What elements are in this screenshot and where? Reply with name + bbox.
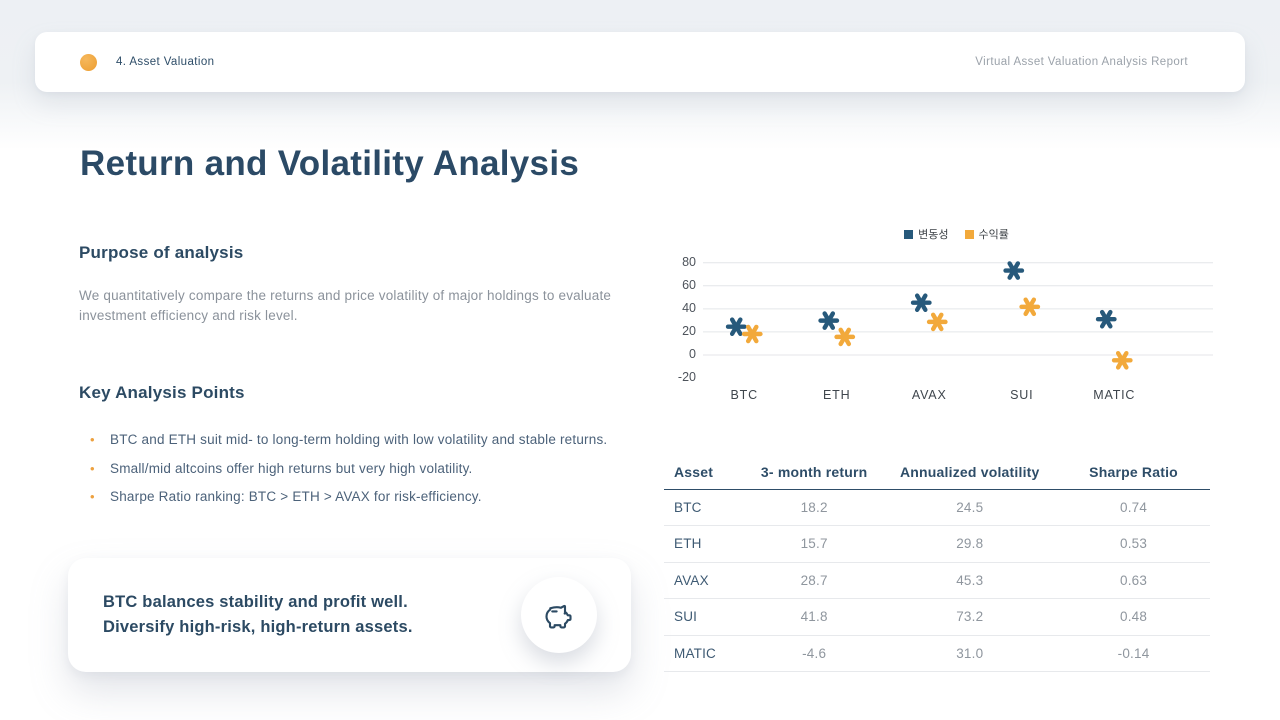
value-cell: 0.63: [1057, 562, 1210, 599]
key-point-item: • Small/mid altcoins offer high returns b…: [79, 455, 609, 484]
asterisk-marker: [818, 311, 840, 330]
table-row: ETH 15.7 29.8 0.53: [664, 525, 1210, 563]
bullet-dot-icon: •: [90, 432, 95, 447]
table-row: MATIC -4.6 31.0 -0.14: [664, 635, 1210, 672]
asterisk-marker: [926, 312, 948, 332]
legend-item: 수익률: [964, 226, 1009, 242]
asset-name-cell: AVAX: [664, 562, 746, 599]
value-cell: 0.48: [1057, 598, 1210, 636]
purpose-body: We quantitatively compare the returns an…: [79, 288, 612, 323]
table-row: AVAX 28.7 45.3 0.63: [664, 562, 1210, 599]
x-axis-category: ETH: [823, 388, 851, 402]
key-point-text: BTC and ETH suit mid- to long-term holdi…: [110, 432, 608, 447]
report-title: Virtual Asset Valuation Analysis Report: [975, 56, 1188, 68]
asterisk-marker: [741, 324, 763, 344]
table-header: Asset 3- month return Annualized volatilit…: [664, 455, 1210, 490]
y-axis-tick: 40: [682, 300, 696, 315]
y-axis-tick: -20: [677, 370, 696, 385]
value-cell: 45.3: [882, 562, 1058, 599]
chart-legend: 변동성 수익률: [703, 226, 1210, 242]
y-axis-tick: 80: [682, 254, 696, 269]
key-point-text: Small/mid altcoins offer high returns bu…: [110, 460, 473, 476]
value-cell: 0.74: [1057, 489, 1210, 526]
table-col-header: 3- month return: [745, 455, 883, 490]
legend-label: 변동성: [918, 229, 949, 241]
bullet-dot-icon: •: [90, 460, 95, 476]
y-axis-tick: 0: [689, 347, 696, 361]
asterisk-marker: [1111, 351, 1133, 370]
value-cell: 18.2: [745, 489, 883, 526]
asterisk-marker: [834, 327, 856, 347]
key-point-item: • Sharpe Ratio ranking: BTC > ETH > AVAX …: [79, 483, 609, 512]
bullet-dot-icon: •: [90, 489, 95, 504]
key-point-text: Sharpe Ratio ranking: BTC > ETH > AVAX f…: [110, 489, 482, 504]
y-axis-tick: 20: [682, 323, 696, 338]
asset-name-cell: MATIC: [664, 635, 746, 672]
asterisk-marker: [1019, 297, 1041, 317]
asterisk-marker: [1095, 309, 1117, 329]
legend-swatch-icon: [904, 229, 914, 239]
value-cell: 29.8: [882, 525, 1058, 563]
table-col-header: Sharpe Ratio: [1057, 455, 1210, 490]
asset-name-cell: ETH: [664, 525, 746, 563]
legend-item: 변동성: [904, 226, 949, 242]
value-cell: -4.6: [745, 635, 883, 672]
piggy-bank-icon: [545, 604, 572, 629]
purpose-heading: Purpose of analysis: [79, 243, 244, 262]
y-axis-tick: 60: [682, 277, 696, 292]
header-bar: 4. Asset Valuation Virtual Asset Valuati…: [35, 32, 1245, 92]
table-body: BTC 18.2 24.5 0.74 ETH 15.7 29.8 0.53 AVAX 28.7 45…: [664, 489, 1210, 672]
callout-badge: [521, 577, 597, 653]
header-left: 4. Asset Valuation: [80, 53, 215, 71]
value-cell: -0.14: [1057, 635, 1210, 672]
asset-metrics-table: Asset 3- month return Annualized volatilit…: [664, 455, 1210, 672]
value-cell: 24.5: [882, 489, 1058, 526]
asterisk-marker: [725, 317, 747, 337]
asterisk-marker: [910, 293, 932, 313]
key-point-item: • BTC and ETH suit mid- to long-term hold…: [79, 426, 609, 455]
section-dot-icon: [80, 53, 97, 71]
table-row: SUI 41.8 73.2 0.48: [664, 598, 1210, 636]
value-cell: 41.8: [745, 598, 883, 636]
asset-name-cell: SUI: [664, 598, 746, 636]
value-cell: 73.2: [882, 598, 1058, 636]
key-points-heading: Key Analysis Points: [79, 383, 245, 402]
section-label: 4. Asset Valuation: [116, 56, 215, 68]
callout-line-1: BTC balances stability and profit well.: [103, 593, 408, 611]
x-axis-category: AVAX: [911, 388, 947, 402]
legend-label: 수익률: [978, 229, 1009, 241]
callout-card: BTC balances stability and profit well. …: [68, 558, 631, 672]
table-col-header: Asset: [664, 455, 746, 490]
key-points-list: • BTC and ETH suit mid- to long-term hold…: [79, 426, 609, 512]
x-axis-category: BTC: [730, 388, 758, 402]
return-volatility-chart: 변동성 수익률 80 60 40 20 0 -20 BTC ETH AVAX SUI MATIC: [664, 222, 1216, 422]
callout-line-2: Diversify high-risk, high-return assets.: [103, 618, 413, 636]
value-cell: 0.53: [1057, 525, 1210, 563]
table-row: BTC 18.2 24.5 0.74: [664, 489, 1210, 526]
value-cell: 31.0: [882, 635, 1058, 672]
legend-swatch-icon: [964, 229, 974, 239]
value-cell: 15.7: [745, 525, 883, 563]
table-col-header: Annualized volatility: [882, 455, 1058, 490]
page-title: Return and Volatility Analysis: [80, 144, 580, 183]
asterisk-marker: [1003, 261, 1025, 280]
callout-text: BTC balances stability and profit well. …: [103, 590, 413, 640]
x-axis-category: SUI: [1010, 388, 1034, 402]
value-cell: 28.7: [745, 562, 883, 599]
scatter-svg: [703, 261, 1213, 370]
chart-plot-area: 80 60 40 20 0 -20 BTC ETH AVAX SUI MATIC: [664, 250, 1216, 422]
asset-name-cell: BTC: [664, 489, 746, 526]
x-axis-category: MATIC: [1093, 388, 1136, 402]
